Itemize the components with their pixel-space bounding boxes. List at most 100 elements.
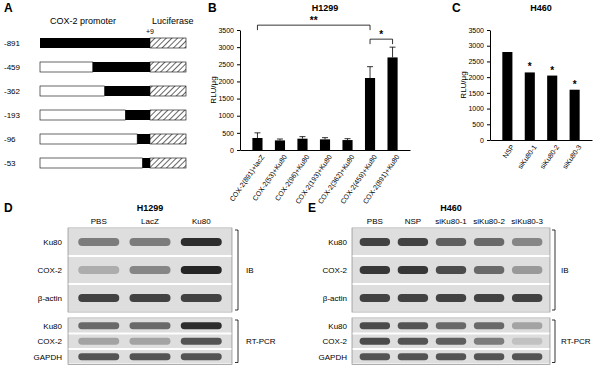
y-tick-mark bbox=[487, 46, 490, 47]
band bbox=[130, 338, 171, 345]
construct-label: -891 bbox=[4, 39, 21, 48]
y-tick-label: 2000 bbox=[468, 74, 484, 81]
construct-label: -193 bbox=[4, 111, 21, 120]
x-tick-label: COX-2(193)+Ku80 bbox=[294, 153, 334, 205]
y-tick: 0 bbox=[480, 137, 490, 144]
y-tick-mark bbox=[237, 30, 240, 31]
construct-label: -362 bbox=[4, 87, 21, 96]
error-bar bbox=[345, 139, 351, 140]
blot-strip bbox=[352, 229, 550, 255]
promoter-fragment bbox=[125, 110, 150, 120]
bar bbox=[387, 57, 397, 150]
bar bbox=[570, 90, 580, 140]
y-tick: 1000 bbox=[218, 112, 240, 119]
band bbox=[181, 294, 222, 302]
promoter-empty bbox=[40, 110, 125, 120]
y-tick: 3500 bbox=[218, 27, 240, 34]
luciferase bbox=[150, 38, 186, 48]
x-tick: siKu80-1 bbox=[516, 140, 538, 170]
bar bbox=[275, 140, 285, 150]
band bbox=[512, 338, 542, 345]
band bbox=[398, 353, 428, 360]
y-tick-label: 1000 bbox=[218, 112, 234, 119]
band bbox=[360, 238, 390, 246]
band bbox=[78, 322, 119, 329]
lane-label: PBS bbox=[367, 217, 383, 226]
y-tick-mark bbox=[487, 77, 490, 78]
luciferase bbox=[150, 158, 186, 168]
band bbox=[181, 353, 222, 360]
y-tick-label: 2500 bbox=[468, 58, 484, 65]
lane-label: NSP bbox=[405, 217, 421, 226]
promoter-empty bbox=[40, 62, 93, 72]
bar bbox=[252, 138, 262, 150]
band bbox=[398, 266, 428, 274]
band bbox=[398, 238, 428, 246]
x-axis: COX-2(891)+lacZCOX-2(53)+Ku80COX-2(96)+K… bbox=[228, 150, 410, 206]
blot-strip bbox=[68, 257, 232, 283]
bar bbox=[547, 76, 557, 140]
significance-label: * bbox=[573, 79, 577, 90]
y-axis: 0500100015002000250030003500 bbox=[468, 27, 490, 144]
annotations: *** bbox=[257, 15, 392, 44]
y-tick-label: 1500 bbox=[218, 95, 234, 102]
band bbox=[512, 266, 542, 274]
y-tick-mark bbox=[487, 30, 490, 31]
y-tick-label: 0 bbox=[480, 137, 484, 144]
bar bbox=[502, 52, 512, 140]
blot-title: H1299 bbox=[137, 203, 164, 213]
blot-strip bbox=[352, 257, 550, 283]
construct-label: -96 bbox=[4, 135, 16, 144]
band bbox=[436, 238, 466, 246]
group-bracket bbox=[552, 230, 555, 310]
band bbox=[78, 294, 119, 302]
lane-label: siKu80-2 bbox=[473, 217, 505, 226]
group-label: RT-PCR bbox=[561, 337, 591, 346]
bar-chart: H1299RLU/μg0500100015002000250030003500C… bbox=[209, 3, 411, 206]
chart-title: H460 bbox=[530, 3, 552, 13]
plot-marks bbox=[252, 47, 397, 150]
panel-letter: E bbox=[308, 201, 316, 215]
x-tick: siKu80-2 bbox=[539, 140, 561, 170]
y-tick-label: 500 bbox=[222, 130, 234, 137]
band bbox=[360, 322, 390, 329]
group-label: RT-PCR bbox=[246, 337, 276, 346]
y-tick: 3000 bbox=[218, 44, 240, 51]
x-tick-label: siKu80-1 bbox=[516, 143, 538, 170]
row-label: COX-2 bbox=[323, 266, 348, 275]
y-axis-title: RLU/μg bbox=[459, 71, 468, 98]
construct-label: -459 bbox=[4, 63, 21, 72]
blot-title: H460 bbox=[440, 203, 462, 213]
band bbox=[78, 353, 119, 360]
band bbox=[181, 266, 222, 274]
band bbox=[436, 353, 466, 360]
y-tick-mark bbox=[487, 109, 490, 110]
y-tick-label: 1500 bbox=[468, 90, 484, 97]
error-bar bbox=[367, 67, 373, 78]
bar bbox=[320, 139, 330, 150]
blot-strip bbox=[68, 335, 232, 349]
band bbox=[360, 353, 390, 360]
y-tick-mark bbox=[237, 81, 240, 82]
bar-chart: H460RLU/μg0500100015002000250030003500NS… bbox=[459, 3, 593, 170]
x-tick-label: COX-2(362)+Ku80 bbox=[316, 153, 356, 205]
y-tick: 2000 bbox=[218, 78, 240, 85]
luciferase bbox=[150, 86, 186, 96]
x-tick-label: COX-2(891)+Ku80 bbox=[362, 153, 402, 205]
band bbox=[474, 353, 504, 360]
band bbox=[78, 238, 119, 246]
band bbox=[512, 322, 542, 329]
y-tick: 0 bbox=[230, 147, 240, 154]
y-tick: 2500 bbox=[218, 61, 240, 68]
blot-strip bbox=[352, 335, 550, 349]
band bbox=[360, 338, 390, 345]
blot-frame bbox=[352, 318, 550, 365]
significance-label: * bbox=[379, 29, 383, 40]
luciferase bbox=[150, 62, 186, 72]
blot-strip bbox=[352, 319, 550, 333]
x-tick-label: siKu80-3 bbox=[561, 143, 583, 170]
promoter-fragment bbox=[142, 158, 150, 168]
row-label: COX-2 bbox=[38, 266, 63, 275]
group-bracket bbox=[552, 320, 555, 363]
row-label: Ku80 bbox=[328, 238, 347, 247]
